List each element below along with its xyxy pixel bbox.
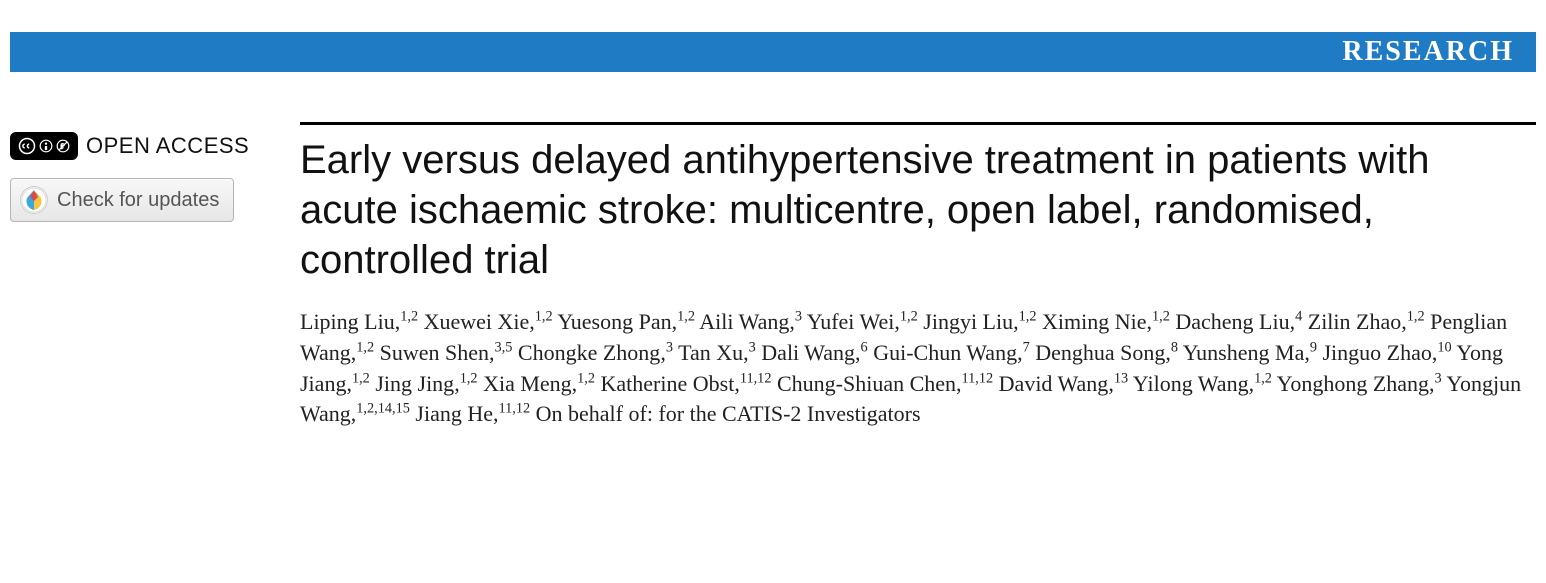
author-name: Suwen Shen bbox=[380, 340, 489, 365]
open-access-row: $ OPEN ACCESS bbox=[10, 132, 282, 160]
author-name: Jing Jing bbox=[375, 371, 454, 396]
author-name: Yufei Wei bbox=[807, 309, 895, 334]
author-affiliation: 1,2 bbox=[1019, 309, 1037, 325]
crossmark-icon bbox=[21, 187, 47, 213]
author-name: Aili Wang bbox=[699, 309, 789, 334]
author-name: Tan Xu bbox=[678, 340, 743, 365]
author-name: David Wang bbox=[999, 371, 1109, 396]
author-affiliation: 1,2 bbox=[356, 339, 374, 355]
author-affiliation: 10 bbox=[1437, 339, 1451, 355]
author-affiliation: 9 bbox=[1310, 339, 1317, 355]
author-affiliation: 3,5 bbox=[495, 339, 513, 355]
author-affiliation: 1,2 bbox=[1152, 309, 1170, 325]
author-affiliation: 1,2 bbox=[1407, 309, 1425, 325]
author-affiliation: 11,12 bbox=[962, 370, 994, 386]
author-affiliation: 11,12 bbox=[740, 370, 772, 386]
left-column: $ OPEN ACCESS Check for updates bbox=[10, 122, 300, 430]
open-access-label: OPEN ACCESS bbox=[86, 133, 249, 159]
author-affiliation: 1,2 bbox=[352, 370, 370, 386]
section-header-label: RESEARCH bbox=[1342, 36, 1514, 68]
author-name: Dacheng Liu bbox=[1175, 309, 1289, 334]
author-list: Liping Liu,1,2 Xuewei Xie,1,2 Yuesong Pa… bbox=[300, 307, 1536, 430]
author-affiliation: 6 bbox=[861, 339, 868, 355]
author-name: Chongke Zhong bbox=[518, 340, 660, 365]
author-name: Yonghong Zhang bbox=[1277, 371, 1429, 396]
author-name: Yuesong Pan bbox=[557, 309, 671, 334]
author-name: Katherine Obst bbox=[601, 371, 735, 396]
author-name: Jingyi Liu bbox=[923, 309, 1013, 334]
author-name: Chung-Shiuan Chen bbox=[777, 371, 956, 396]
author-name: Yilong Wang bbox=[1133, 371, 1249, 396]
content-row: $ OPEN ACCESS Check for updates Early ve… bbox=[10, 122, 1536, 430]
authors-suffix: On behalf of: for the CATIS-2 Investigat… bbox=[536, 401, 921, 426]
author-name: Dali Wang bbox=[761, 340, 855, 365]
author-affiliation: 3 bbox=[1435, 370, 1442, 386]
author-affiliation: 8 bbox=[1171, 339, 1178, 355]
author-name: Zilin Zhao bbox=[1308, 309, 1401, 334]
author-affiliation: 1,2 bbox=[400, 309, 418, 325]
author-affiliation: 1,2 bbox=[1254, 370, 1272, 386]
author-affiliation: 1,2 bbox=[460, 370, 478, 386]
author-name: Jinguo Zhao bbox=[1323, 340, 1432, 365]
section-header-bar: RESEARCH bbox=[10, 32, 1536, 72]
check-for-updates-button[interactable]: Check for updates bbox=[10, 178, 234, 222]
author-affiliation: 11,12 bbox=[499, 401, 531, 417]
author-name: Gui-Chun Wang bbox=[873, 340, 1017, 365]
author-affiliation: 1,2 bbox=[535, 309, 553, 325]
author-affiliation: 7 bbox=[1023, 339, 1030, 355]
cc-license-icon: $ bbox=[10, 132, 78, 160]
author-name: Jiang He bbox=[415, 401, 493, 426]
check-for-updates-label: Check for updates bbox=[57, 189, 219, 212]
author-affiliation: 3 bbox=[666, 339, 673, 355]
author-affiliation: 1,2 bbox=[677, 309, 695, 325]
right-column: Early versus delayed antihypertensive tr… bbox=[300, 122, 1536, 430]
author-affiliation: 1,2,14,15 bbox=[356, 401, 410, 417]
author-affiliation: 1,2 bbox=[577, 370, 595, 386]
author-affiliation: 3 bbox=[795, 309, 802, 325]
author-affiliation: 3 bbox=[749, 339, 756, 355]
author-affiliation: 4 bbox=[1295, 309, 1302, 325]
article-title: Early versus delayed antihypertensive tr… bbox=[300, 135, 1536, 285]
author-name: Denghua Song bbox=[1035, 340, 1165, 365]
author-name: Yunsheng Ma bbox=[1183, 340, 1305, 365]
author-name: Xuewei Xie bbox=[424, 309, 530, 334]
author-name: Xia Meng bbox=[483, 371, 572, 396]
author-name: Ximing Nie bbox=[1042, 309, 1147, 334]
author-affiliation: 13 bbox=[1114, 370, 1128, 386]
author-name: Liping Liu bbox=[300, 309, 395, 334]
author-affiliation: 1,2 bbox=[900, 309, 918, 325]
